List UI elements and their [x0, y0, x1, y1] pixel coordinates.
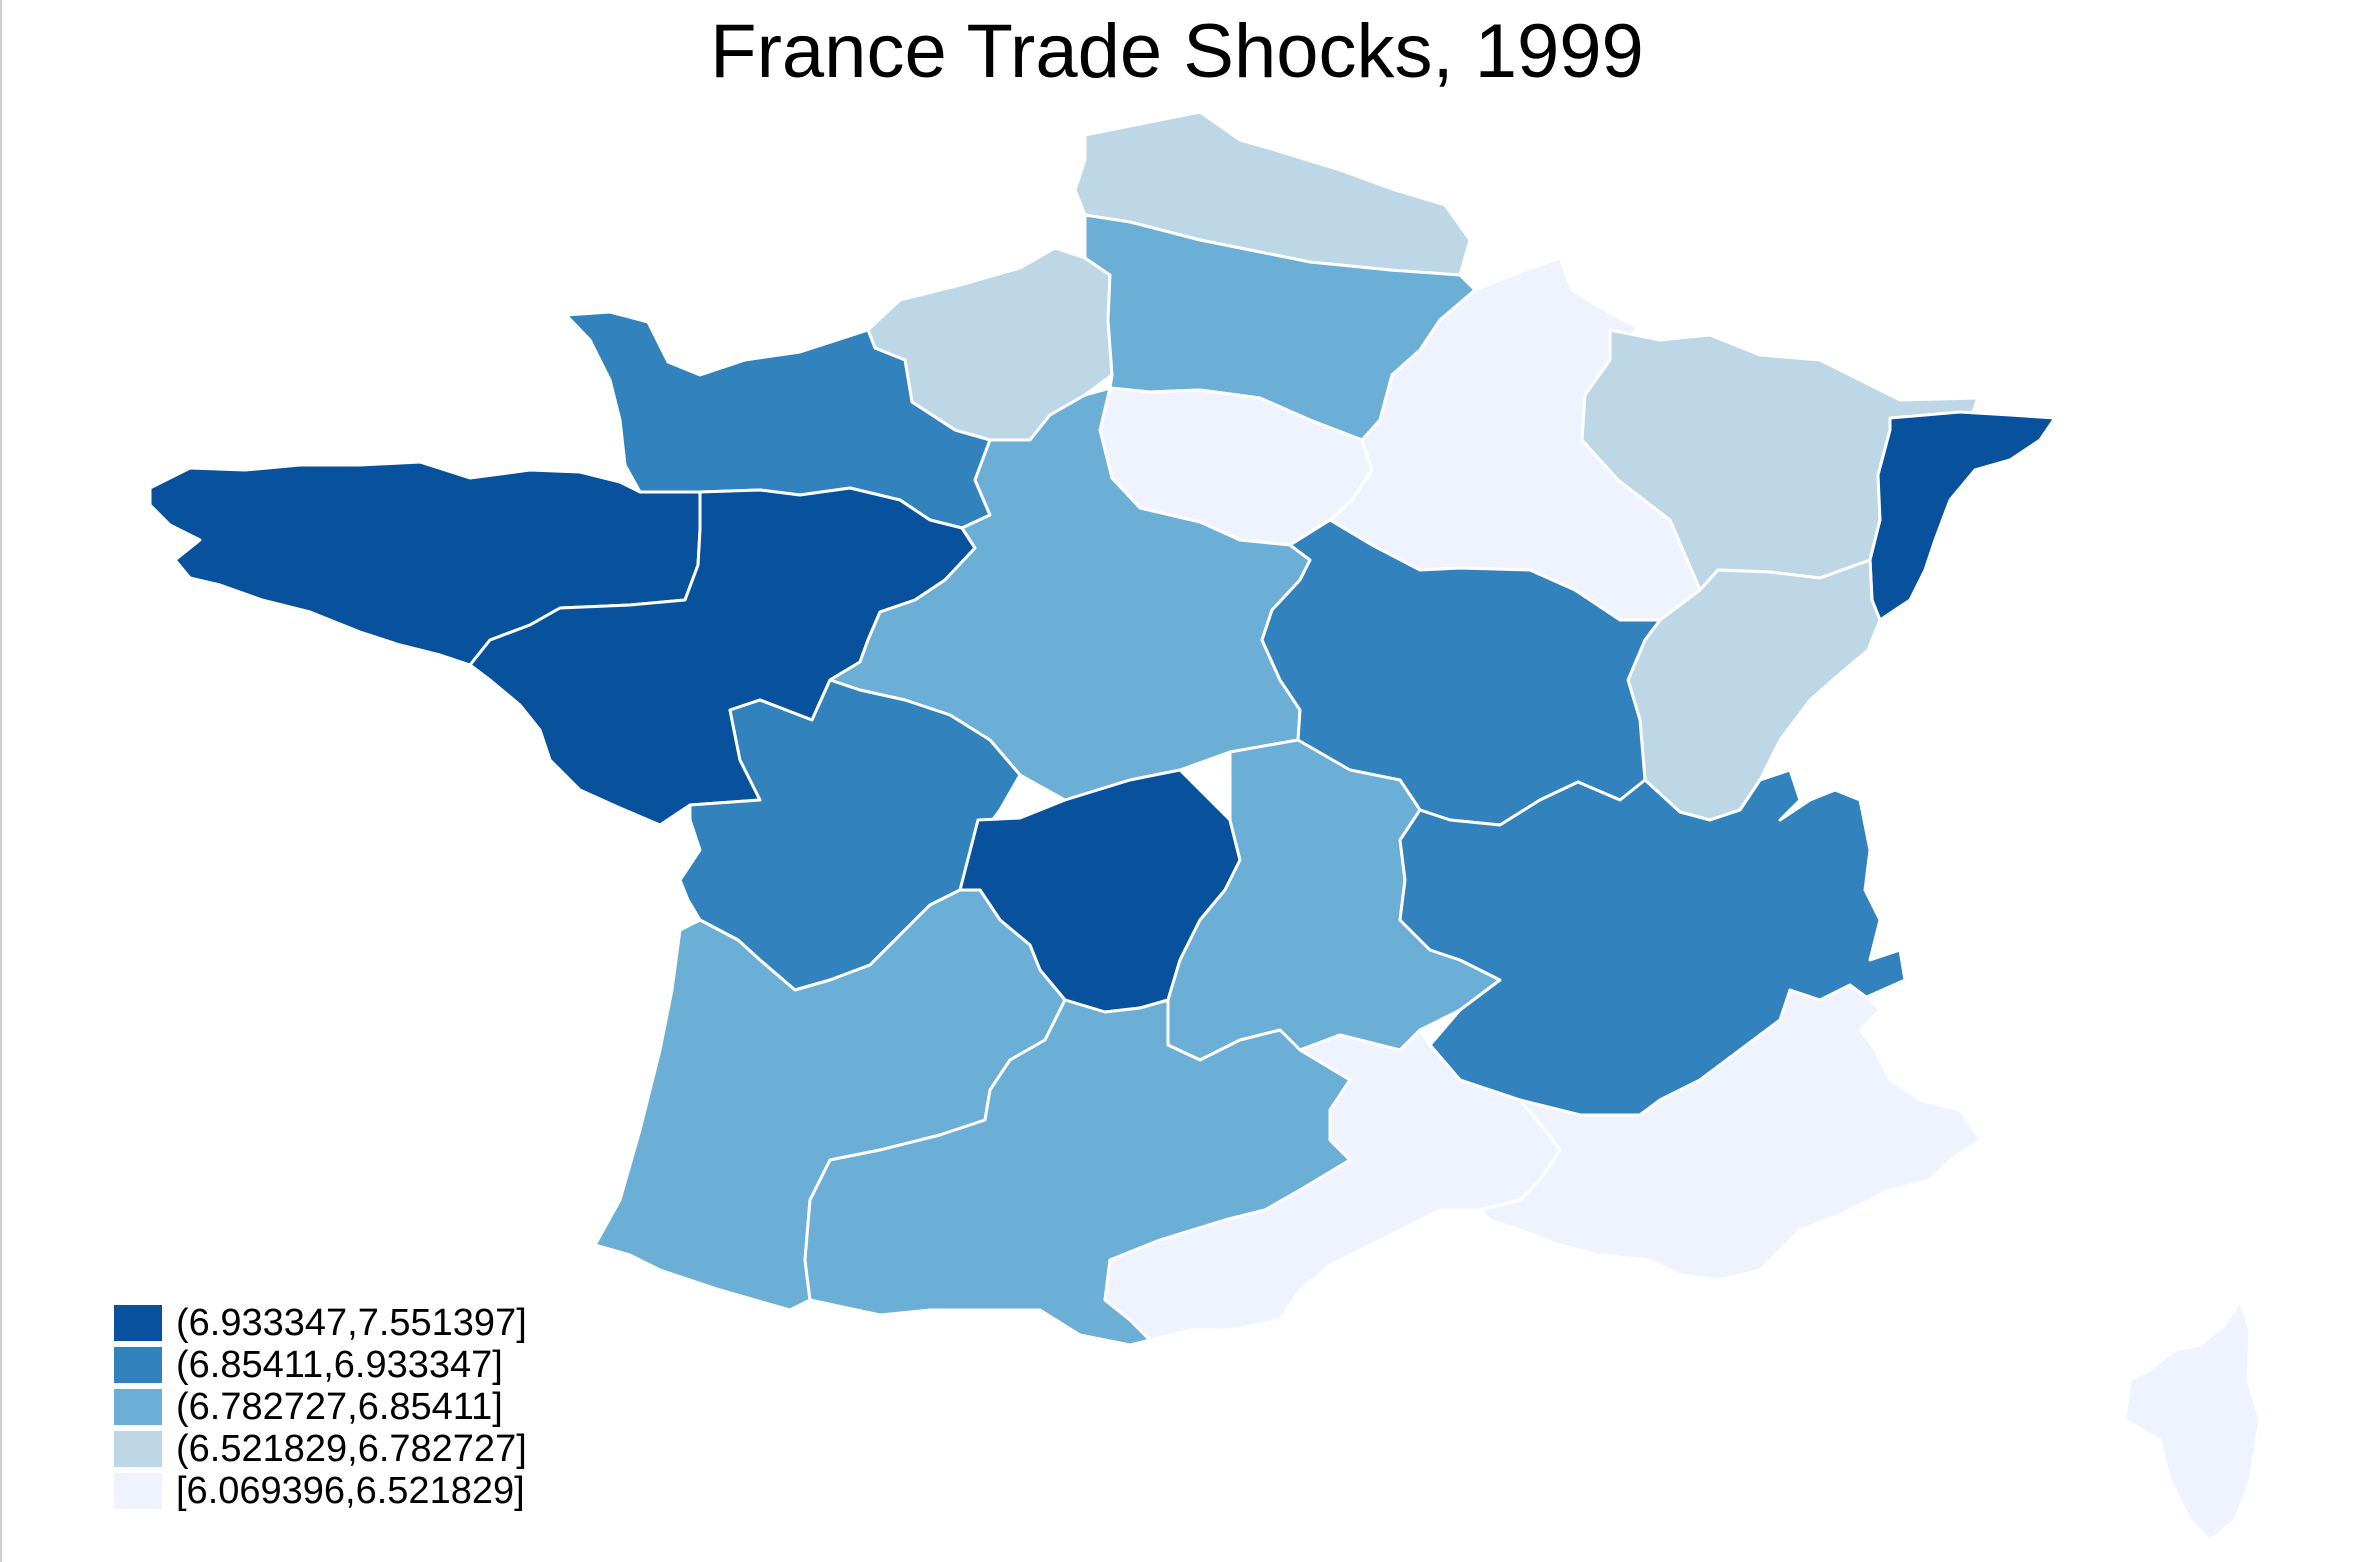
legend-item: (6.933347,7.551397]	[114, 1302, 527, 1344]
map-legend: (6.933347,7.551397] (6.85411,6.933347] (…	[114, 1302, 527, 1512]
region-languedoc-roussillon	[1103, 1028, 1562, 1342]
legend-swatch	[114, 1431, 162, 1467]
region-centre	[828, 386, 1312, 802]
region-alsace	[1868, 410, 2057, 622]
legend-label: (6.521829,6.782727]	[176, 1427, 527, 1470]
legend-item: (6.521829,6.782727]	[114, 1428, 527, 1470]
map-title: France Trade Shocks, 1999	[710, 9, 1644, 94]
legend-swatch	[114, 1305, 162, 1341]
legend-item: [6.069396,6.521829]	[114, 1470, 527, 1512]
legend-label: [6.069396,6.521829]	[176, 1469, 525, 1512]
region-corse	[2123, 1298, 2262, 1542]
legend-label: (6.782727,6.85411]	[176, 1385, 503, 1428]
legend-swatch	[114, 1389, 162, 1425]
legend-item: (6.782727,6.85411]	[114, 1386, 527, 1428]
legend-label: (6.85411,6.933347]	[176, 1343, 503, 1386]
legend-label: (6.933347,7.551397]	[176, 1301, 527, 1344]
region-rhone-alpes	[1398, 768, 1907, 1117]
legend-item: (6.85411,6.933347]	[114, 1344, 527, 1386]
legend-swatch	[114, 1473, 162, 1509]
region-provence-alpes-cote-dazur	[1478, 983, 1982, 1282]
legend-swatch	[114, 1347, 162, 1383]
